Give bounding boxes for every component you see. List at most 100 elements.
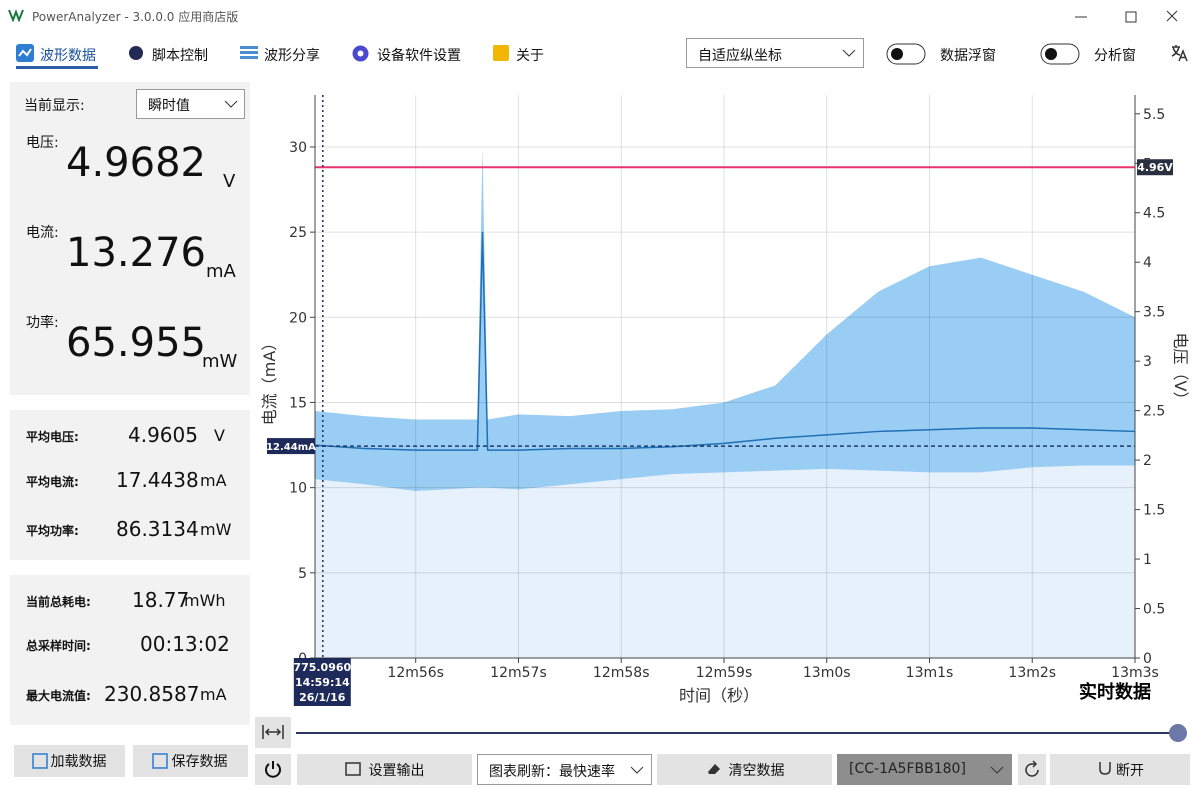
tab-icon (240, 46, 258, 59)
refresh-device-button[interactable] (1018, 754, 1046, 785)
x-tick-label: 13m0s (803, 665, 851, 681)
toggle[interactable] (1040, 43, 1080, 65)
reading-label: 功率: (26, 315, 59, 331)
tab-icon (352, 45, 369, 62)
averages-panel (10, 410, 250, 560)
reading-label: 电流: (26, 225, 59, 241)
y2-tick-label: 1.5 (1143, 503, 1165, 519)
time-slider[interactable] (296, 732, 1178, 734)
x-tick-label: 13m1s (906, 665, 954, 681)
totals-panel (10, 575, 250, 725)
tab[interactable]: 脚本控制 (152, 48, 208, 64)
marker-badge (1137, 159, 1173, 176)
marker-label: 4.96V (1137, 161, 1173, 174)
tab[interactable]: 波形分享 (264, 48, 320, 64)
y-tick-label: 10 (289, 481, 307, 497)
button-label: 清空数据 (728, 762, 785, 779)
chevron (842, 49, 856, 57)
average-value: 17.4438 (116, 468, 199, 492)
x-axis-label: 时间（秒） (679, 686, 759, 705)
readings-panel (10, 82, 250, 395)
save-icon (152, 753, 168, 769)
display-label: 当前显示: (24, 98, 85, 114)
save-button[interactable]: 保存数据 (133, 745, 248, 777)
y-tick-label: 20 (289, 310, 307, 326)
average-value: 86.3134 (116, 517, 199, 541)
button-label: 保存数据 (171, 754, 228, 770)
y-tick-label: 15 (289, 395, 307, 411)
y2-tick-label: 4 (1143, 255, 1152, 271)
average-unit: V (214, 426, 225, 445)
marker-badge (267, 438, 315, 455)
clear-button[interactable]: 清空数据 (657, 754, 832, 785)
refresh-icon (1025, 760, 1039, 777)
button-label: 加载数据 (50, 754, 107, 770)
y2-tick-label: 2.5 (1143, 404, 1165, 420)
reading-value: 65.955 (66, 320, 206, 366)
mode-label: 实时数据 (1079, 681, 1151, 703)
tab-icon (493, 45, 509, 61)
power-button[interactable] (255, 754, 291, 785)
disconnect-button[interactable]: 断开 (1050, 754, 1190, 785)
fit-icon (262, 725, 284, 739)
total-unit: mWh (184, 591, 226, 610)
y2-tick-label: 4.5 (1143, 206, 1165, 222)
reading-value: 13.276 (66, 230, 206, 276)
reading-unit: mA (206, 261, 236, 282)
output-button[interactable]: 设置输出 (297, 754, 472, 785)
slider-knob[interactable] (1169, 724, 1187, 742)
clear-icon (708, 764, 720, 774)
tab-underline (16, 66, 98, 69)
button-label: 设置输出 (368, 762, 425, 779)
average-label: 平均电压: (26, 430, 79, 444)
tab[interactable]: 波形数据 (40, 48, 96, 64)
chevron (224, 100, 238, 108)
language-icon[interactable] (1170, 44, 1188, 62)
app-icon (8, 9, 24, 22)
refresh-dropdown[interactable] (477, 754, 652, 785)
y-tick-label: 25 (289, 225, 307, 241)
axis-mode: 自适应纵坐标 (698, 48, 782, 64)
cursor-date: 26/1/16 (299, 691, 346, 704)
x-tick-label: 12m58s (593, 665, 650, 681)
marker-label: 12.44mA (266, 442, 316, 453)
load-button[interactable]: 加载数据 (14, 745, 125, 777)
average-label: 平均电流: (26, 475, 79, 489)
area (315, 465, 1135, 658)
tab[interactable]: 关于 (516, 48, 544, 64)
chart: 实时数据 时间（秒） 电流（mA） 电压（V） 05101520253000.5… (260, 95, 1190, 706)
total-value: 00:13:02 (140, 632, 230, 656)
y2-tick-label: 3.5 (1143, 305, 1165, 321)
reading-unit: V (223, 171, 236, 192)
toggle[interactable] (886, 43, 926, 65)
toggle-label: 数据浮窗 (940, 48, 996, 64)
y2-tick-label: 1 (1143, 552, 1152, 568)
axis-dropdown[interactable] (686, 38, 864, 68)
tab[interactable]: 设备软件设置 (377, 48, 461, 64)
x-tick-label: 12m57s (490, 665, 547, 681)
output-icon (345, 762, 361, 776)
app-title: PowerAnalyzer - 3.0.0.0 应用商店版 (32, 10, 239, 24)
total-label: 最大电流值: (26, 689, 91, 703)
average-unit: mA (200, 471, 227, 490)
tab-icon (16, 44, 34, 62)
display-dropdown[interactable] (136, 89, 245, 119)
y-tick-label: 30 (289, 140, 307, 156)
power-icon (265, 761, 281, 778)
reading-label: 电压: (26, 135, 59, 151)
display-mode: 瞬时值 (148, 98, 190, 114)
y-axis-label: 电流（mA） (260, 335, 279, 426)
total-value: 18.77 (132, 588, 190, 612)
x-tick-label: 12m56s (387, 665, 444, 681)
toggle-label: 分析窗 (1094, 48, 1136, 64)
y2-tick-label: 0.5 (1143, 602, 1165, 618)
window-controls[interactable] (1070, 8, 1190, 24)
device-label: [CC-1A5FBB180] (849, 761, 966, 777)
device-dropdown[interactable] (837, 754, 1012, 785)
average-value: 4.9605 (128, 423, 198, 447)
reading-value: 4.9682 (66, 140, 206, 186)
y2-tick-label: 2 (1143, 453, 1152, 469)
average-unit: mW (200, 520, 232, 539)
x-tick-label: 13m3s (1111, 665, 1159, 681)
